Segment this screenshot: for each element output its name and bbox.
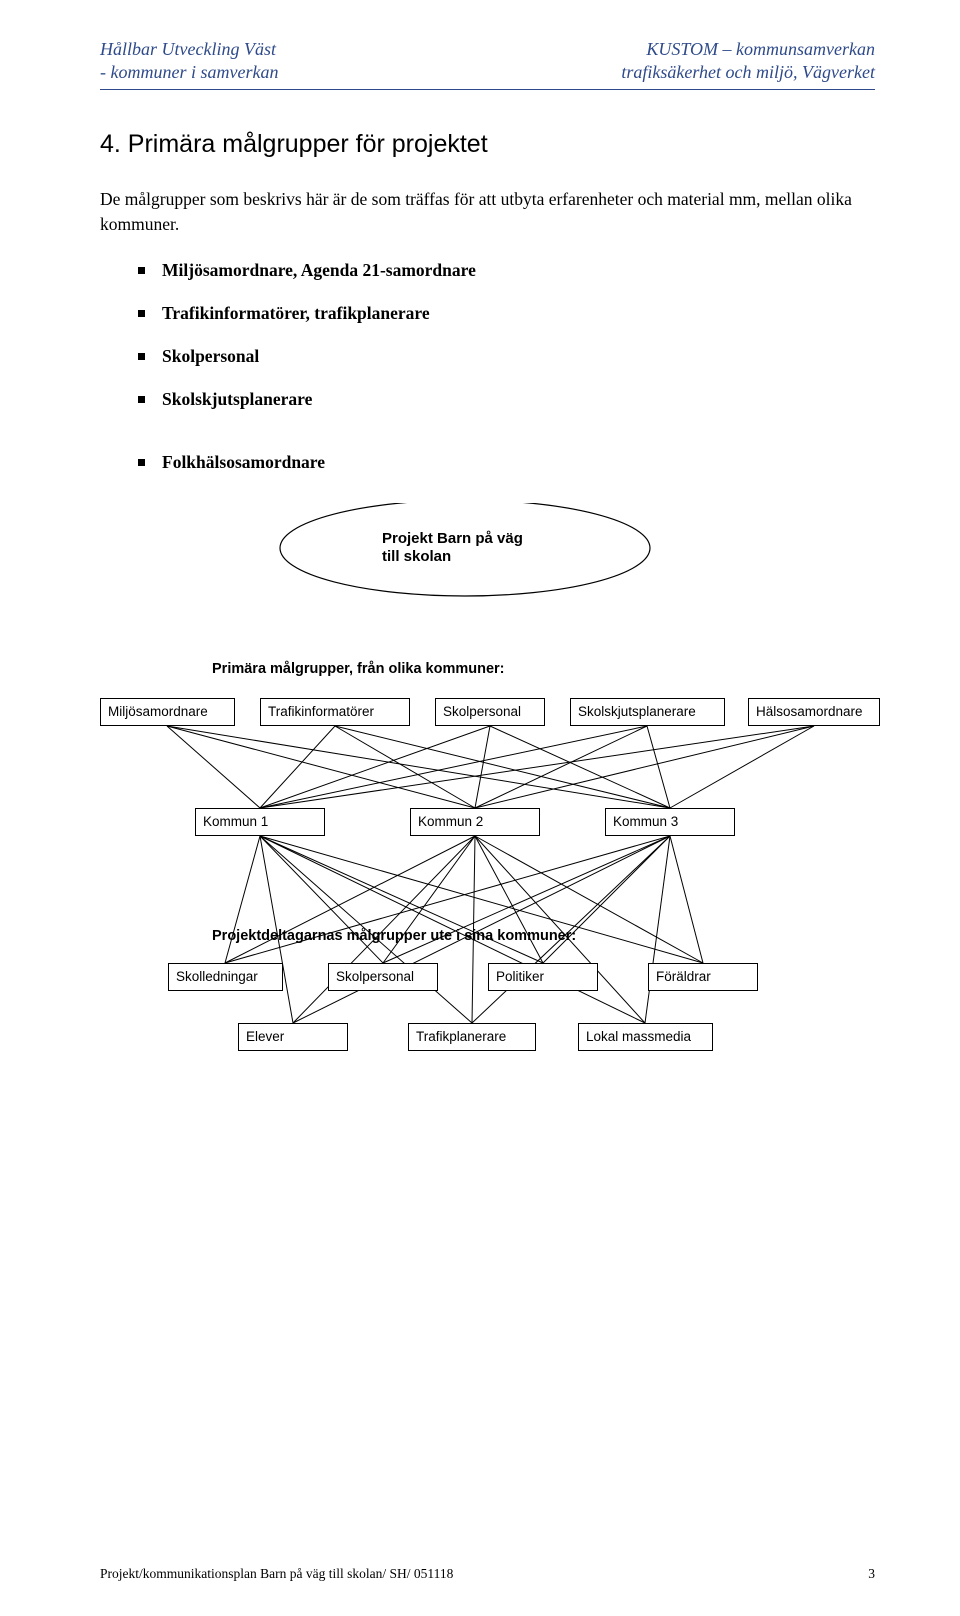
page-footer: Projekt/kommunikationsplan Barn på väg t…	[100, 1566, 875, 1582]
diagram-box: Lokal massmedia	[578, 1023, 713, 1051]
section2-label: Projektdeltagarnas målgrupper ute i sina…	[212, 928, 576, 944]
header-rule	[100, 89, 875, 90]
page-header: Hållbar Utveckling Väst - kommuner i sam…	[100, 38, 875, 85]
header-right: KUSTOM – kommunsamverkan trafiksäkerhet …	[621, 38, 875, 85]
diagram-box: Skolpersonal	[328, 963, 438, 991]
diagram-box: Trafikplanerare	[408, 1023, 536, 1051]
intro-paragraph: De målgrupper som beskrivs här är de som…	[100, 187, 875, 238]
ellipse-label: Projekt Barn på väg till skolan	[382, 530, 523, 568]
diagram-box: Elever	[238, 1023, 348, 1051]
section1-label: Primära målgrupper, från olika kommuner:	[212, 661, 505, 677]
bullet-item: Miljösamordnare, Agenda 21-samordnare	[138, 260, 875, 281]
diagram-box: Miljösamordnare	[100, 698, 235, 726]
diagram-box: Politiker	[488, 963, 598, 991]
bullet-item: Trafikinformatörer, trafikplanerare	[138, 303, 875, 324]
ellipse-line2: till skolan	[382, 548, 523, 567]
bullet-item: Folkhälsosamordnare	[138, 452, 875, 473]
header-right-line1: KUSTOM – kommunsamverkan	[621, 38, 875, 61]
diagram-box: Kommun 3	[605, 808, 735, 836]
diagram-box: Skolledningar	[168, 963, 283, 991]
diagram-svg	[100, 503, 880, 1083]
footer-left: Projekt/kommunikationsplan Barn på väg t…	[100, 1566, 453, 1582]
header-right-line2: trafiksäkerhet och miljö, Vägverket	[621, 61, 875, 84]
diagram-box: Skolpersonal	[435, 698, 545, 726]
diagram-box: Hälsosamordnare	[748, 698, 880, 726]
org-diagram: Projekt Barn på väg till skolan Primära …	[100, 503, 880, 1083]
diagram-box: Trafikinformatörer	[260, 698, 410, 726]
footer-page-number: 3	[868, 1566, 875, 1582]
diagram-box: Kommun 1	[195, 808, 325, 836]
diagram-box: Föräldrar	[648, 963, 758, 991]
header-left: Hållbar Utveckling Väst - kommuner i sam…	[100, 38, 278, 85]
header-left-line2: - kommuner i samverkan	[100, 61, 278, 84]
diagram-box: Kommun 2	[410, 808, 540, 836]
ellipse-line1: Projekt Barn på väg	[382, 530, 523, 549]
header-left-line1: Hållbar Utveckling Väst	[100, 38, 278, 61]
bullet-item: Skolpersonal	[138, 346, 875, 367]
section-title: 4. Primära målgrupper för projektet	[100, 130, 875, 159]
diagram-box: Skolskjutsplanerare	[570, 698, 725, 726]
bullet-list: Miljösamordnare, Agenda 21-samordnare Tr…	[138, 260, 875, 473]
bullet-item: Skolskjutsplanerare	[138, 389, 875, 410]
